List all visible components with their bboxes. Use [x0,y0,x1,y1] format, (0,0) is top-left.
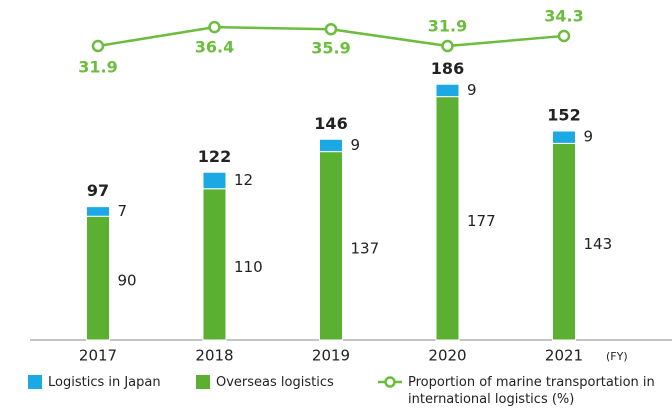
x-tick-label: 2019 [312,347,350,365]
bar-segment [202,171,227,190]
line-point [557,29,571,43]
value-label: 90 [118,272,137,290]
total-label: 186 [431,59,464,78]
value-label: 177 [467,212,496,230]
line-point [441,39,454,53]
bar-segment [319,151,343,341]
line-label: 31.9 [78,58,117,77]
line-label: 36.4 [195,38,234,57]
legend-label: Logistics in Japan [48,375,161,390]
legend-marker [384,376,396,388]
value-label: 9 [584,128,594,146]
line-label: 31.9 [428,17,467,36]
legend-label: Proportion of marine transportation in i… [408,375,655,407]
bar-segment [435,96,460,341]
legend-swatch [196,375,210,389]
total-label: 146 [314,114,347,133]
line-label: 35.9 [311,39,350,58]
legend-label: Overseas logistics [216,375,334,390]
value-label: 137 [351,239,380,257]
x-tick-label: 2017 [79,347,117,365]
value-label: 9 [467,81,477,99]
bar-segment [86,215,110,341]
total-label: 97 [87,181,109,200]
value-label: 9 [351,136,361,154]
line-point [208,20,221,34]
bar-segment [435,83,460,98]
bar-segment [319,138,343,153]
x-tick-label: 2021 [545,347,583,365]
legend-swatch [28,375,42,389]
bar-segment [552,142,576,341]
line-point [91,39,105,53]
x-unit: (FY) [606,350,628,363]
value-label: 110 [234,258,263,276]
bar-segment [86,206,110,217]
line-label: 34.3 [544,6,583,25]
total-label: 122 [198,147,231,166]
x-tick-label: 2018 [195,347,233,365]
x-tick-label: 2020 [428,347,466,365]
value-label: 143 [584,235,613,253]
value-label: 7 [118,202,128,220]
line-point [324,22,338,36]
bar-segment [202,188,227,341]
value-label: 12 [234,171,253,189]
bar-segment [552,130,576,144]
total-label: 152 [547,106,580,125]
